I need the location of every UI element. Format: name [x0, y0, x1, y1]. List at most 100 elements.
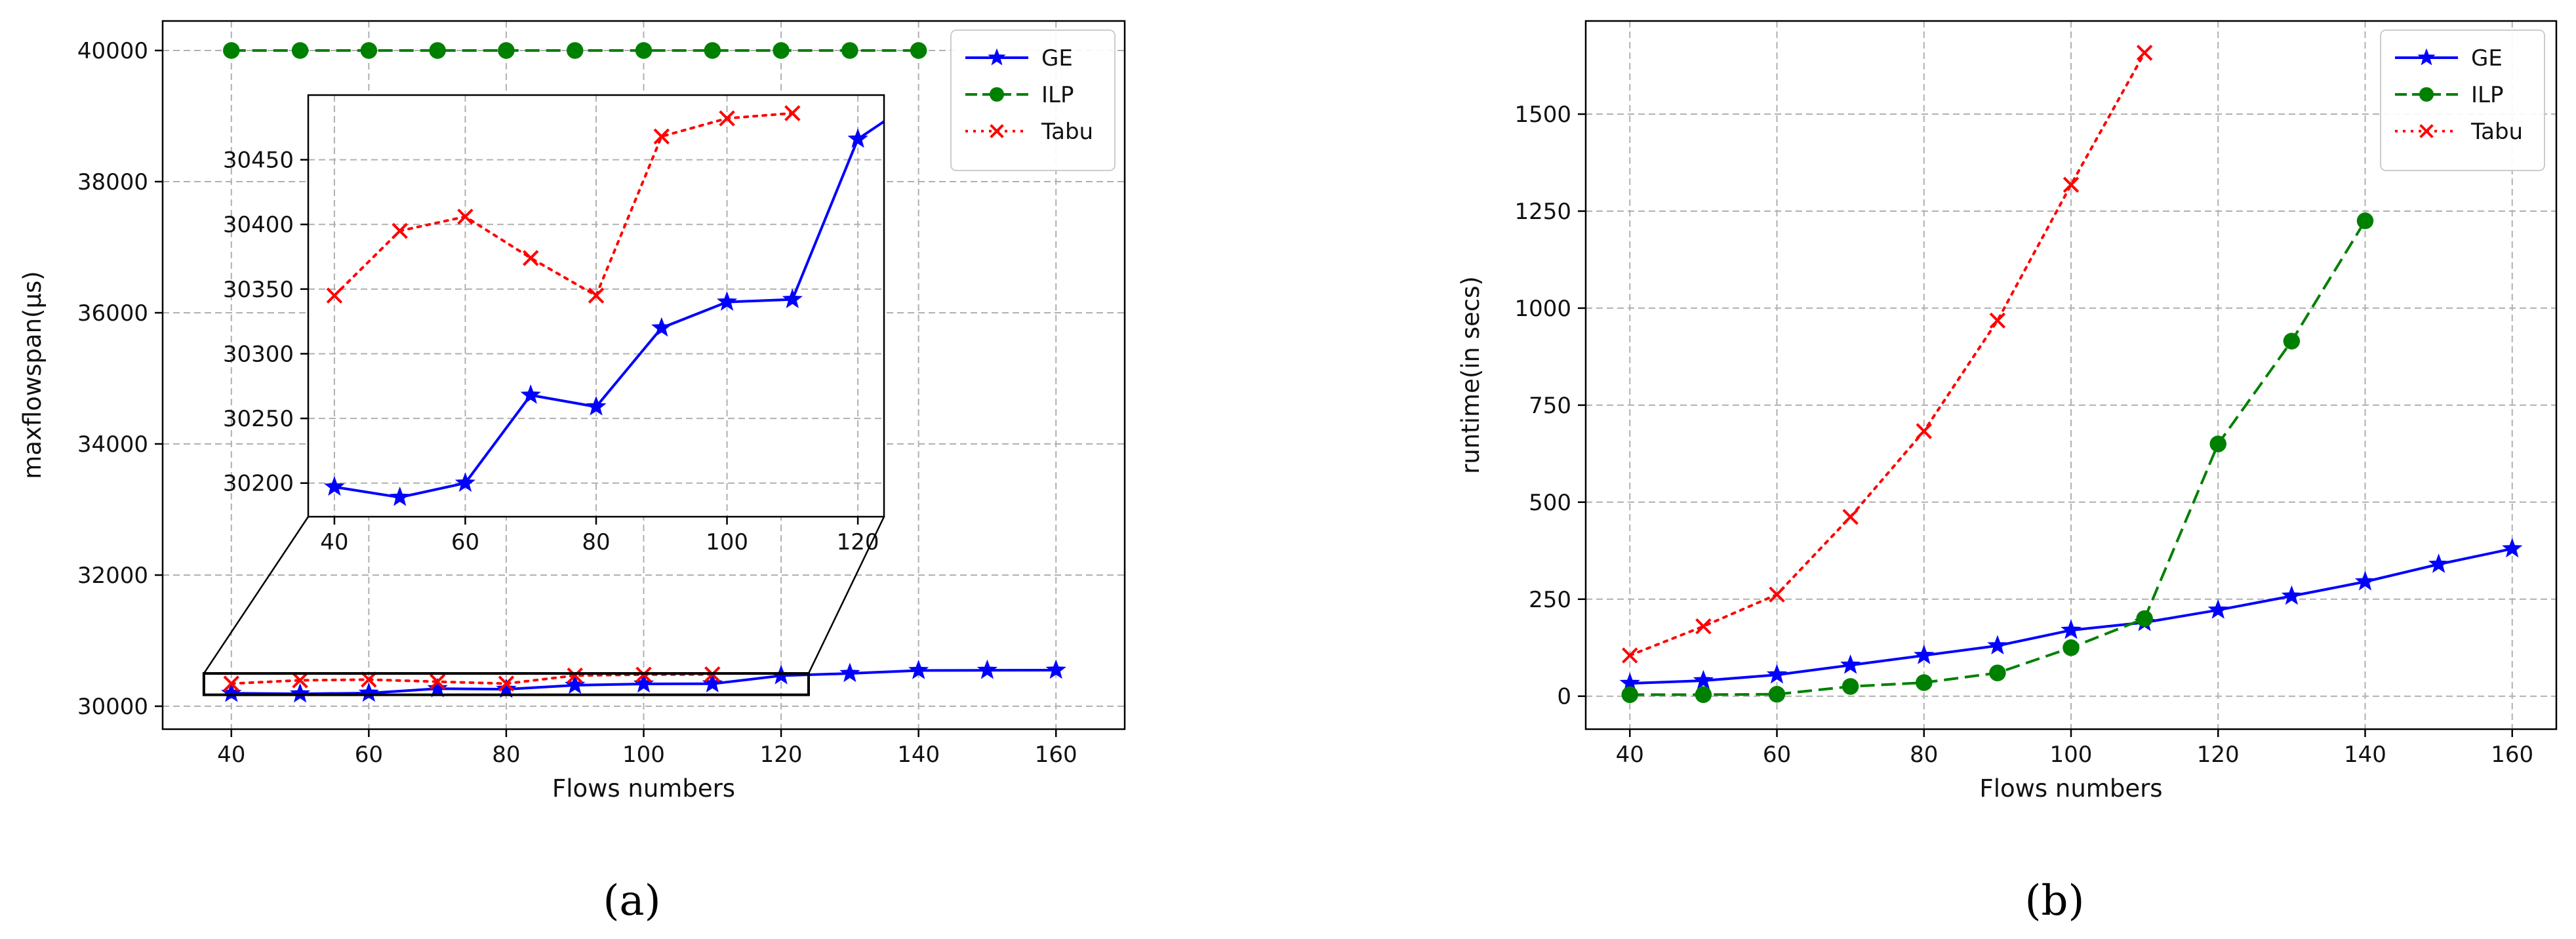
- ge-point-80: [496, 678, 517, 698]
- zoom-region-box: [202, 672, 810, 696]
- y-tick-label: 1000: [1514, 296, 1571, 322]
- ge-point-120: [2207, 599, 2228, 619]
- legend-box: [950, 30, 1116, 171]
- legend-label-ge: GE: [2471, 45, 2503, 71]
- ge-point-100: [633, 673, 654, 693]
- tabu-point-80: [1916, 423, 1932, 439]
- panel-a: 40 60 80 100 120 140 160 30000 32000 34000 36000 38…: [18, 20, 1126, 925]
- inset-x-tick-label: 120: [837, 529, 879, 555]
- inset-frame: [307, 94, 885, 518]
- legend-label-ge: GE: [1041, 45, 1073, 71]
- y-tick-label: 250: [1529, 587, 1571, 613]
- x-tick-label: 80: [1910, 742, 1938, 768]
- tabu-point-70: [1842, 509, 1859, 525]
- ilp-point-50: [291, 42, 309, 59]
- inset-axes: 40 60 80 100 120 30200 30250 30300 30350 30400 304…: [223, 85, 933, 555]
- ge-point-90: [651, 317, 672, 337]
- y-tick-label: 32000: [77, 563, 148, 589]
- ge-point-50: [1693, 669, 1714, 690]
- legend-label-tabu: Tabu: [1041, 119, 1093, 145]
- ge-point-130: [839, 662, 860, 683]
- zoom-connector-left: [203, 516, 310, 674]
- inset-x-tick-label: 100: [706, 529, 748, 555]
- legend-label-tabu: Tabu: [2470, 119, 2523, 145]
- tabu-point-60: [457, 209, 473, 225]
- plot-frame: [1584, 20, 2558, 730]
- subfigure-label: (a): [603, 877, 660, 925]
- legend-box: [2380, 30, 2545, 171]
- tabu-point-110: [784, 105, 801, 121]
- tabu-point-60: [1769, 586, 1785, 603]
- ilp-point-40: [223, 42, 240, 59]
- x-tick-label: 160: [2491, 742, 2533, 768]
- ge-point-110: [782, 289, 803, 308]
- ilp-point-120: [2209, 435, 2226, 452]
- tabu-line: [230, 673, 714, 685]
- legend-marker-ilp: [2419, 87, 2434, 102]
- x-tick-label: 120: [2197, 742, 2240, 768]
- ilp-point-140: [910, 42, 927, 59]
- ge-point-160: [1045, 659, 1066, 679]
- ilp-point-120: [773, 42, 790, 59]
- x-tick-label: 140: [2344, 742, 2386, 768]
- x-tick-label: 40: [1616, 742, 1644, 768]
- ge-point-110: [702, 673, 723, 693]
- tabu-point-80: [498, 675, 515, 692]
- y-tick-label: 1250: [1514, 199, 1571, 225]
- ilp-point-40: [1621, 686, 1639, 704]
- inset-x-tick-label: 60: [451, 529, 479, 555]
- x-tick-label: 100: [622, 742, 665, 768]
- y-tick-label: 0: [1557, 684, 1571, 710]
- ilp-point-60: [1768, 685, 1786, 703]
- tabu-point-50: [292, 672, 308, 689]
- tabu-point-50: [1695, 618, 1712, 635]
- plot-frame: [161, 20, 1126, 730]
- tabu-point-100: [2063, 176, 2080, 193]
- ilp-point-130: [841, 42, 858, 59]
- ge-point-130: [2281, 585, 2302, 605]
- y-tick-label: 38000: [77, 169, 148, 195]
- inset-y-tick-label: 30450: [223, 148, 294, 174]
- ilp-point-110: [704, 42, 721, 59]
- ilp-point-50: [1695, 686, 1712, 704]
- y-axis-label: runtime(in secs): [1457, 276, 1485, 474]
- ge-point-140: [2354, 570, 2376, 591]
- y-tick-label: 36000: [77, 300, 148, 327]
- ge-point-80: [1914, 645, 1935, 664]
- legend-label-ilp: ILP: [2471, 82, 2503, 108]
- y-tick-label: 30000: [77, 694, 148, 720]
- tabu-point-70: [429, 673, 446, 690]
- ilp-point-100: [2063, 639, 2080, 656]
- ilp-point-90: [566, 42, 584, 59]
- tabu-line: [1628, 51, 2146, 657]
- tabu-point-110: [2136, 45, 2153, 61]
- series-ilp: [1621, 212, 2374, 704]
- y-tick-label: 1500: [1514, 102, 1571, 128]
- ge-point-70: [520, 384, 541, 404]
- legend-marker-ge: [2417, 48, 2436, 66]
- y-tick-label: 40000: [77, 38, 148, 64]
- ge-point-80: [586, 395, 607, 416]
- x-tick-label: 140: [897, 742, 940, 768]
- x-axis-label: Flows numbers: [552, 774, 735, 803]
- ge-point-70: [1840, 654, 1861, 674]
- ilp-point-70: [1841, 678, 1859, 695]
- x-tick-label: 160: [1035, 742, 1077, 768]
- inset-y-tick-label: 30250: [223, 406, 294, 432]
- ilp-point-80: [1916, 674, 1933, 691]
- ge-point-40: [324, 476, 345, 496]
- x-tick-label: 100: [2050, 742, 2093, 768]
- series-ilp: [223, 42, 927, 59]
- ge-point-100: [716, 291, 738, 311]
- inset-y-tick-label: 30300: [223, 341, 294, 367]
- y-tick-label: 500: [1529, 490, 1571, 516]
- ge-point-60: [358, 682, 379, 702]
- ge-point-150: [2428, 553, 2449, 573]
- inset-x-tick-label: 80: [582, 529, 610, 555]
- tabu-point-40: [1622, 647, 1638, 664]
- ge-point-100: [2061, 619, 2082, 639]
- x-tick-label: 40: [217, 742, 245, 768]
- ge-point-130: [914, 85, 933, 103]
- inset-x-tick-label: 40: [320, 529, 348, 555]
- ge-point-140: [908, 660, 929, 679]
